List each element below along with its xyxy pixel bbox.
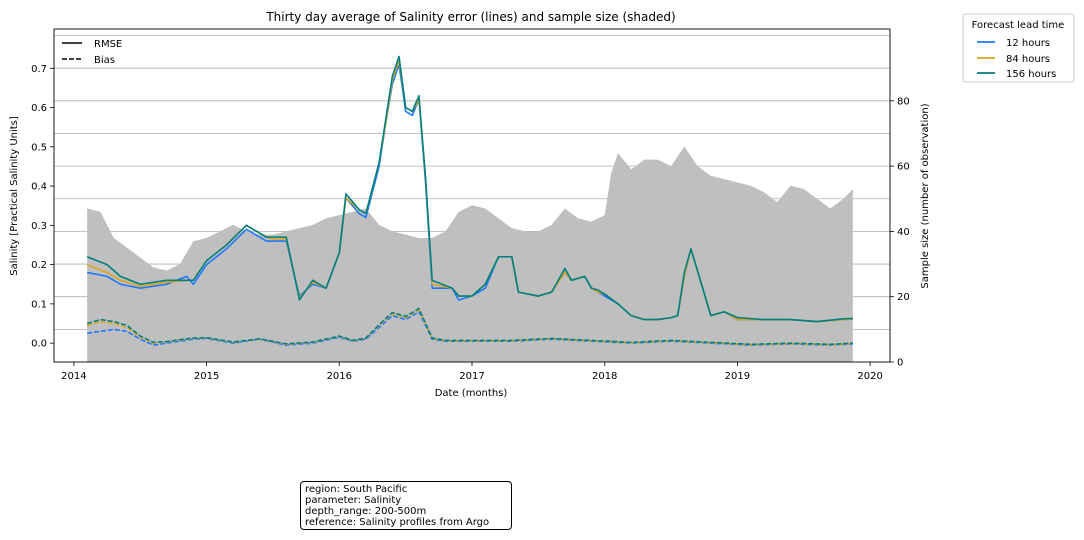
y-tick-label: 0.4: [31, 182, 47, 193]
y2-tick-label: 40: [897, 227, 910, 238]
y-tick-label: 0.3: [31, 221, 47, 232]
x-tick-label: 2017: [459, 371, 484, 382]
series-legend-label-12h: 12 hours: [1006, 38, 1050, 49]
series-line-156-hours-rmse: [86, 55, 853, 323]
y2-tick-label: 0: [897, 358, 903, 369]
sample-size-area-group: [87, 146, 853, 362]
y2-tick-label: 20: [897, 292, 910, 303]
info-region: region: South Pacific: [305, 484, 408, 495]
bias-legend-label: Bias: [94, 55, 115, 66]
series-lines-group: [86, 55, 853, 346]
x-tick-label: 2016: [327, 371, 352, 382]
axis-ticks-group: 2014 2015 2016 2017 2018 2019 2020 0.0 0.1 0.2 0.3…: [31, 64, 910, 382]
x-tick-label: 2018: [592, 371, 617, 382]
x-tick-label: 2015: [194, 371, 219, 382]
info-parameter: parameter: Salinity: [305, 495, 402, 506]
y2-tick-label: 80: [897, 96, 910, 107]
y2-tick-label: 60: [897, 162, 910, 173]
y-tick-label: 0.6: [31, 103, 47, 114]
sample-size-area: [87, 146, 853, 362]
x-tick-label: 2014: [61, 371, 86, 382]
y-axis-label: Salinity [Practical Salinity Units]: [9, 116, 20, 276]
series-legend-label-84h: 84 hours: [1006, 54, 1050, 65]
y2-axis-label: Sample size (number of observation): [920, 103, 931, 288]
info-depth-range: depth_range: 200-500m: [305, 506, 427, 517]
y-tick-label: 0.5: [31, 142, 47, 153]
x-axis-label: Date (months): [435, 388, 508, 399]
series-legend: Forecast lead time 12 hours 84 hours 156…: [962, 13, 1075, 83]
series-legend-frame: [962, 13, 1075, 83]
chart-title: Thirty day average of Salinity error (li…: [265, 10, 675, 24]
series-legend-title: Forecast lead time: [972, 20, 1065, 31]
y-tick-label: 0.0: [31, 339, 47, 350]
series-line-156-hours-bias: [86, 307, 853, 346]
info-reference: reference: Salinity profiles from Argo: [305, 517, 490, 528]
x-tick-label: 2020: [857, 371, 882, 382]
line-style-legend: RMSE Bias: [62, 39, 122, 66]
series-line-12-hours-bias: [87, 310, 853, 346]
series-legend-label-156h: 156 hours: [1006, 69, 1056, 80]
rmse-legend-label: RMSE: [94, 39, 122, 50]
y-tick-label: 0.7: [31, 64, 47, 75]
info-box: region: South Pacific parameter: Salinit…: [300, 481, 512, 530]
y-tick-label: 0.2: [31, 260, 47, 271]
y-tick-label: 0.1: [31, 299, 47, 310]
x-tick-label: 2019: [725, 371, 750, 382]
